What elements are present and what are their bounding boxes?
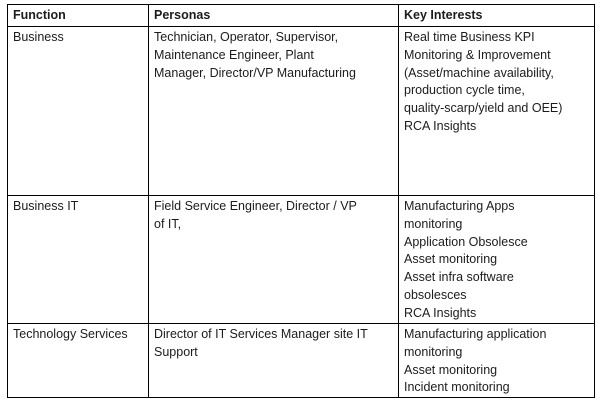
personas-cell: Technician, Operator, Supervisor, Mainte… xyxy=(148,26,399,196)
table-row-business-it: Business IT Field Service Engineer, Dire… xyxy=(7,195,595,324)
function-cell: Business IT xyxy=(7,195,149,324)
personas-cell: Field Service Engineer, Director / VP of… xyxy=(148,195,399,324)
column-header-key-interests: Key Interests xyxy=(398,4,595,27)
function-cell: Business xyxy=(7,26,149,196)
personas-table: Function Personas Key Interests Business… xyxy=(7,4,595,399)
table-row-business: Business Technician, Operator, Superviso… xyxy=(7,26,595,196)
key-interests-cell: Real time Business KPI Monitoring & Impr… xyxy=(398,26,595,196)
column-header-personas: Personas xyxy=(148,4,399,27)
table-row-technology-services: Technology Services Director of IT Servi… xyxy=(7,322,595,399)
personas-cell: Director of IT Services Manager site IT … xyxy=(148,322,399,399)
key-interests-cell: Manufacturing Apps monitoring Applicatio… xyxy=(398,195,595,324)
key-interests-cell: Manufacturing application monitoring Ass… xyxy=(398,322,595,399)
function-cell: Technology Services xyxy=(7,322,149,399)
column-header-function: Function xyxy=(7,4,149,27)
table-header-row: Function Personas Key Interests xyxy=(7,4,595,27)
